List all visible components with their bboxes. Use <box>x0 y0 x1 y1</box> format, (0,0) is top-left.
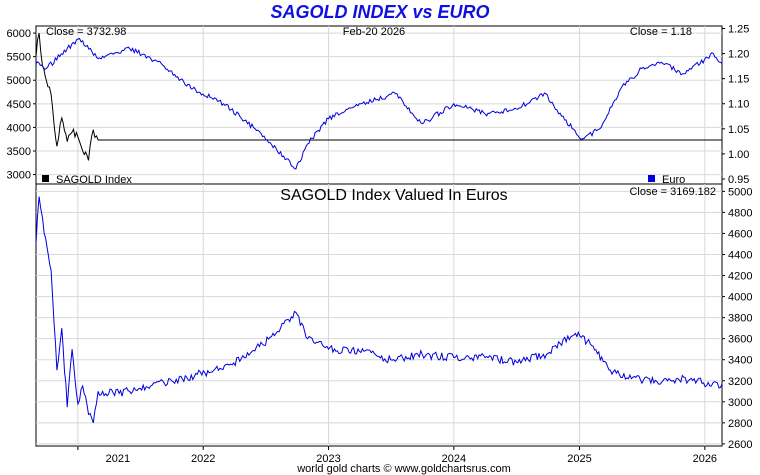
bottom-right-tick-2: 4600 <box>728 228 752 240</box>
bottom-right-tick-6: 3800 <box>728 313 752 325</box>
bottom-right-tick-3: 4400 <box>728 249 752 261</box>
top-right-tick-2: 1.15 <box>728 74 749 86</box>
bottom-right-tick-0: 5000 <box>728 186 752 198</box>
legend-label-euro: Euro <box>662 174 685 186</box>
top-left-tick-2: 5000 <box>7 75 31 87</box>
bottom-right-tick-7: 3600 <box>728 334 752 346</box>
bottom-right-tick-8: 3400 <box>728 355 752 367</box>
x-tick-2022: 2022 <box>191 453 215 465</box>
bottom-plot-frame <box>35 183 723 447</box>
series-line-sagold-in-euros <box>35 196 723 424</box>
top-close-left: Close = 3732.98 <box>46 26 126 38</box>
x-tick-2021: 2021 <box>106 453 130 465</box>
top-left-tick-0: 6000 <box>7 28 31 40</box>
bottom-panel: 2021 2022 2023 2024 2025 2026 5000 4800 4600 4400… <box>35 183 752 465</box>
bottom-right-tick-10: 3000 <box>728 397 752 409</box>
top-panel: 6000 5500 5000 4500 4000 3500 3000 1.25 1.20 1.15… <box>7 24 750 186</box>
legend-label-sagold-index: SAGOLD Index <box>56 174 132 186</box>
chart-title: SAGOLD INDEX vs EURO <box>270 2 490 22</box>
bottom-right-tick-5: 4000 <box>728 292 752 304</box>
top-right-tick-0: 1.25 <box>728 24 749 36</box>
top-close-right: Close = 1.18 <box>630 26 692 38</box>
bottom-right-tick-1: 4800 <box>728 207 752 219</box>
legend-swatch-sagold-index <box>42 175 49 182</box>
top-plot-frame <box>35 25 723 185</box>
bottom-right-tick-9: 3200 <box>728 376 752 388</box>
top-left-tick-3: 4500 <box>7 99 31 111</box>
x-tick-2026: 2026 <box>693 453 717 465</box>
top-right-tick-5: 1.00 <box>728 149 749 161</box>
top-right-tick-6: 0.95 <box>728 174 749 186</box>
top-left-tick-6: 3000 <box>7 170 31 182</box>
series-line-sagold-index <box>35 32 722 161</box>
bottom-panel-title: SAGOLD Index Valued In Euros <box>280 187 507 204</box>
footer-credit: world gold charts © www.goldchartsrus.co… <box>296 463 511 475</box>
bottom-right-tick-11: 2800 <box>728 418 752 430</box>
top-left-tick-1: 5500 <box>7 52 31 64</box>
top-date-label: Feb-20 2026 <box>343 26 405 38</box>
top-left-tick-4: 4000 <box>7 122 31 134</box>
legend-swatch-euro <box>648 175 655 182</box>
bottom-right-tick-4: 4200 <box>728 271 752 283</box>
x-tick-2023: 2023 <box>316 453 340 465</box>
top-left-tick-5: 3500 <box>7 146 31 158</box>
x-tick-2024: 2024 <box>442 453 466 465</box>
x-tick-2025: 2025 <box>567 453 591 465</box>
series-line-euro <box>35 37 723 170</box>
top-right-tick-4: 1.05 <box>728 124 749 136</box>
top-right-tick-3: 1.10 <box>728 99 749 111</box>
bottom-right-tick-12: 2600 <box>728 439 752 451</box>
top-right-tick-1: 1.20 <box>728 49 749 61</box>
bottom-close-label: Close = 3169.182 <box>629 186 716 198</box>
